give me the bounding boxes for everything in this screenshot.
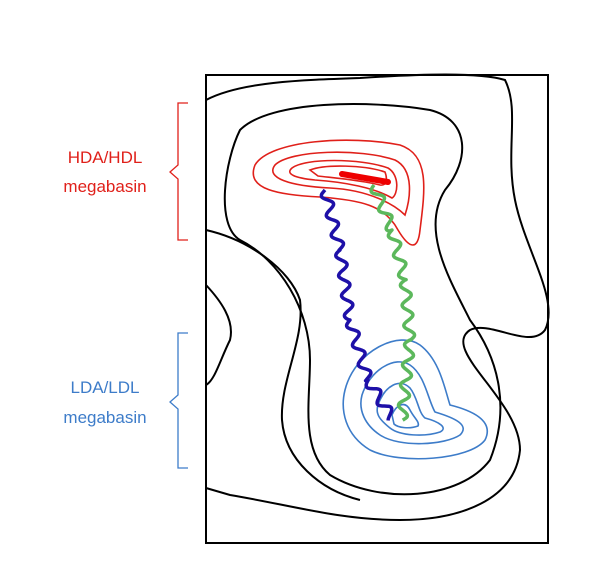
bracket — [169, 102, 188, 241]
label-line: megabasin — [63, 408, 146, 427]
contour — [272, 151, 411, 217]
contour — [252, 139, 425, 246]
label-line: LDA/LDL — [71, 378, 140, 397]
contour — [391, 403, 420, 429]
hda-label: HDA/HDL megabasin — [63, 148, 146, 196]
bracket — [169, 332, 188, 469]
contour — [289, 159, 398, 199]
lda-label: LDA/LDL megabasin — [63, 378, 146, 427]
label-line: HDA/HDL — [68, 148, 143, 167]
red-contours — [252, 139, 425, 246]
contour — [205, 73, 550, 522]
contour — [376, 382, 444, 436]
contour — [205, 284, 232, 386]
blue-contours — [342, 339, 488, 460]
label-line: megabasin — [63, 177, 146, 196]
hdl-trajectory — [369, 183, 417, 422]
red-minimum — [339, 171, 391, 185]
contour — [223, 103, 502, 496]
contour — [205, 229, 361, 501]
ldl-trajectory — [319, 188, 394, 421]
frame — [205, 74, 549, 544]
black-contours — [205, 73, 550, 522]
